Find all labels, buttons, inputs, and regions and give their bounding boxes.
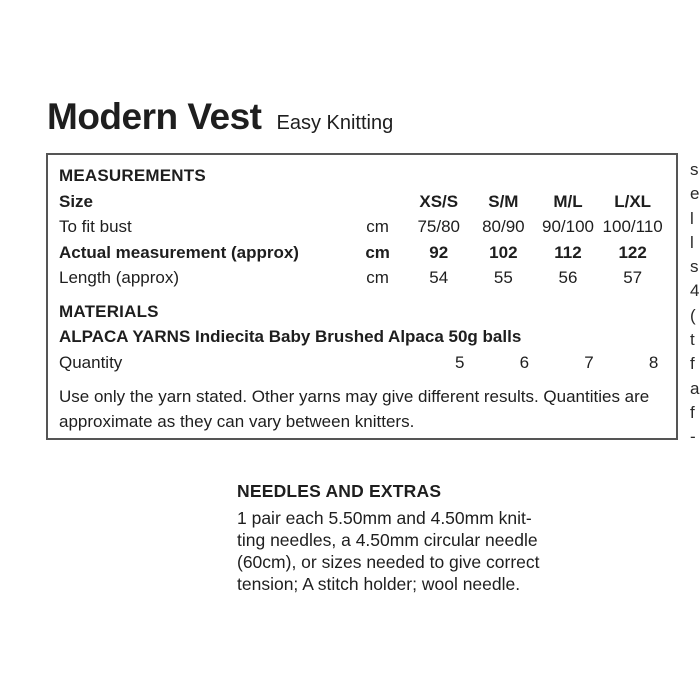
quantity-value: 6 (519, 352, 530, 372)
pattern-title: Modern Vest (47, 96, 262, 137)
row-value: 54 (429, 268, 449, 287)
row-label: To fit bust (59, 217, 132, 236)
size-unit-spacer (349, 189, 407, 215)
needles-text-line: ting needles, a 4.50mm circular needle (237, 530, 538, 550)
measurement-row-actual: Actual measurement (approx) cm 92 102 11… (59, 240, 665, 266)
cropped-text-fragment: s (690, 257, 699, 277)
quantity-value: 7 (584, 352, 594, 372)
needles-text-line: (60cm), or sizes needed to give correct (237, 552, 540, 572)
row-value: 80/90 (482, 217, 525, 236)
row-value: 92 (429, 242, 449, 262)
size-col-header: M/L (553, 191, 583, 211)
cropped-text-fragment: f (690, 354, 695, 374)
needles-heading: NEEDLES AND EXTRAS (237, 481, 442, 501)
spec-box: MEASUREMENTS Size XS/S S/M M/L L/XL To f… (46, 153, 678, 440)
yarn-note: Use only the yarn stated. Other yarns ma… (59, 387, 650, 431)
cropped-text-fragment: 4 (690, 281, 700, 301)
row-value: 100/110 (602, 217, 663, 236)
row-value: 56 (558, 268, 578, 287)
quantity-row: Quantity 5 6 7 8 (59, 350, 665, 376)
materials-heading-row: MATERIALS (59, 291, 665, 325)
row-value: 112 (554, 242, 582, 262)
materials-heading: MATERIALS (59, 301, 159, 321)
cropped-text-fragment: e (690, 184, 700, 204)
measurements-heading: MEASUREMENTS (59, 166, 206, 185)
size-col-header: L/XL (614, 191, 652, 211)
cropped-right-column: s e l l s 4 ( t f a f - (690, 158, 700, 450)
yarn-row: ALPACA YARNS Indiecita Baby Brushed Alpa… (59, 324, 665, 350)
row-label: Actual measurement (approx) (59, 242, 299, 262)
size-col-header: XS/S (419, 191, 459, 211)
quantity-label: Quantity (59, 352, 123, 372)
measurements-table: MEASUREMENTS Size XS/S S/M M/L L/XL To f… (59, 163, 665, 375)
cropped-text-fragment: l (690, 232, 694, 252)
cropped-text-fragment: a (690, 378, 700, 398)
cropped-text-fragment: f (690, 402, 695, 422)
row-value: 122 (618, 242, 647, 262)
quantity-value: 8 (648, 352, 659, 372)
size-label: Size (59, 191, 94, 211)
quantity-value: 5 (455, 352, 465, 372)
measurement-row-length: Length (approx) cm 54 55 56 57 (59, 265, 665, 291)
row-unit: cm (366, 217, 389, 236)
needles-text-line: tension; A stitch holder; wool needle. (237, 574, 521, 594)
page-title: Modern Vest Easy Knitting (47, 96, 393, 138)
cropped-text-fragment: s (690, 160, 699, 179)
pattern-subtitle: Easy Knitting (276, 112, 394, 134)
measurement-row-bust: To fit bust cm 75/80 80/90 90/100 100/11… (59, 214, 665, 240)
cropped-text-fragment: l (690, 208, 694, 228)
row-label: Length (approx) (59, 268, 180, 287)
row-value: 75/80 (417, 217, 460, 236)
size-col-header: S/M (488, 191, 519, 211)
row-unit: cm (366, 268, 389, 287)
measurements-heading-row: MEASUREMENTS (59, 163, 665, 189)
size-header-row: Size XS/S S/M M/L L/XL (59, 189, 665, 215)
needles-text-line: 1 pair each 5.50mm and 4.50mm knit- (237, 508, 532, 528)
needles-section: NEEDLES AND EXTRAS 1 pair each 5.50mm an… (237, 481, 582, 595)
cropped-text-fragment: ( (690, 305, 696, 325)
row-value: 55 (493, 268, 513, 287)
cropped-text-fragment: t (690, 330, 695, 350)
row-value: 57 (623, 268, 643, 287)
row-unit: cm (365, 242, 390, 262)
yarn-name: ALPACA YARNS Indiecita Baby Brushed Alpa… (59, 327, 522, 346)
row-value: 90/100 (541, 217, 594, 236)
row-value: 102 (489, 242, 518, 262)
cropped-text-fragment: - (690, 427, 696, 447)
quantity-unit-spacer (349, 350, 407, 376)
